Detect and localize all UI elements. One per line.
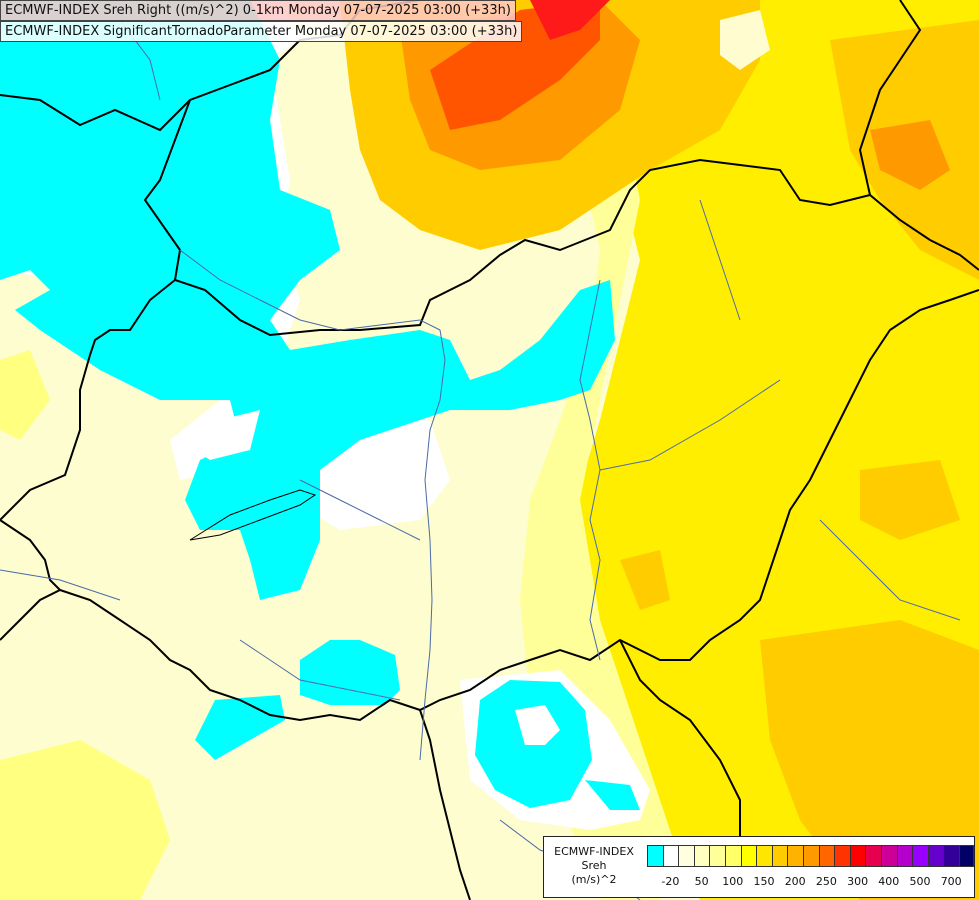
legend-swatch bbox=[787, 845, 803, 867]
legend-model: ECMWF-INDEX bbox=[554, 845, 634, 858]
legend-label: ECMWF-INDEX Sreh (m/s)^2 bbox=[548, 845, 640, 887]
legend-swatch bbox=[662, 845, 679, 867]
legend-tick-label: 200 bbox=[784, 875, 806, 888]
yellow-spot-west bbox=[0, 350, 50, 440]
legend-swatch bbox=[771, 845, 788, 867]
legend-swatch bbox=[678, 845, 694, 867]
orange-spot-east bbox=[860, 460, 960, 540]
legend-swatch bbox=[818, 845, 835, 867]
cyan-pocket-river bbox=[180, 410, 260, 460]
orange-spot-south-east bbox=[760, 620, 979, 900]
legend-swatches bbox=[647, 845, 975, 867]
legend-tick-label: 100 bbox=[722, 875, 744, 888]
legend-swatch bbox=[927, 845, 944, 867]
legend-tick-label: -20 bbox=[661, 875, 680, 888]
white-hole-south-3 bbox=[515, 705, 560, 745]
cyan-blob-south-1 bbox=[300, 640, 400, 705]
legend-swatch bbox=[943, 845, 959, 867]
legend-tick-label: 300 bbox=[847, 875, 869, 888]
yellow-field-southwest bbox=[0, 740, 170, 900]
lake-balaton bbox=[189, 489, 317, 541]
legend-variable: Sreh bbox=[581, 859, 607, 872]
cyan-region-northwest bbox=[0, 0, 615, 600]
legend-swatch bbox=[880, 845, 897, 867]
legend-swatch bbox=[756, 845, 772, 867]
map-title-sreh: ECMWF-INDEX Sreh Right ((m/s)^2) 0-1km M… bbox=[0, 0, 516, 21]
legend-swatch bbox=[896, 845, 913, 867]
cyan-blob-south-4 bbox=[585, 780, 640, 810]
legend-tick-label: 150 bbox=[753, 875, 775, 888]
legend-tick-label: 500 bbox=[909, 875, 931, 888]
legend-swatch bbox=[693, 845, 710, 867]
legend-swatch bbox=[724, 845, 741, 867]
legend-units: (m/s)^2 bbox=[571, 873, 617, 886]
legend-swatch bbox=[849, 845, 866, 867]
legend-swatch bbox=[709, 845, 725, 867]
orange-core-northeast bbox=[870, 120, 950, 190]
legend-tick-label: 700 bbox=[940, 875, 962, 888]
legend-ticks: -20 50 100 150 200 250 300 400 500 700 bbox=[647, 875, 975, 889]
legend-swatch bbox=[740, 845, 757, 867]
legend-swatch bbox=[647, 845, 663, 867]
legend-swatch bbox=[958, 845, 975, 867]
red-core bbox=[530, 0, 610, 40]
legend-swatch bbox=[834, 845, 850, 867]
legend-swatch bbox=[802, 845, 819, 867]
legend-swatch bbox=[865, 845, 881, 867]
legend-tick-label: 50 bbox=[694, 875, 709, 888]
legend-swatch bbox=[912, 845, 928, 867]
color-legend: ECMWF-INDEX Sreh (m/s)^2 -20 50 100 150 200 2… bbox=[543, 836, 975, 898]
pale-spot-north bbox=[720, 10, 770, 70]
legend-tick-label: 400 bbox=[878, 875, 900, 888]
legend-tick-label: 250 bbox=[815, 875, 837, 888]
orange-spot-central bbox=[620, 550, 670, 610]
map-title-stp: ECMWF-INDEX SignificantTornadoParameter … bbox=[0, 21, 523, 42]
